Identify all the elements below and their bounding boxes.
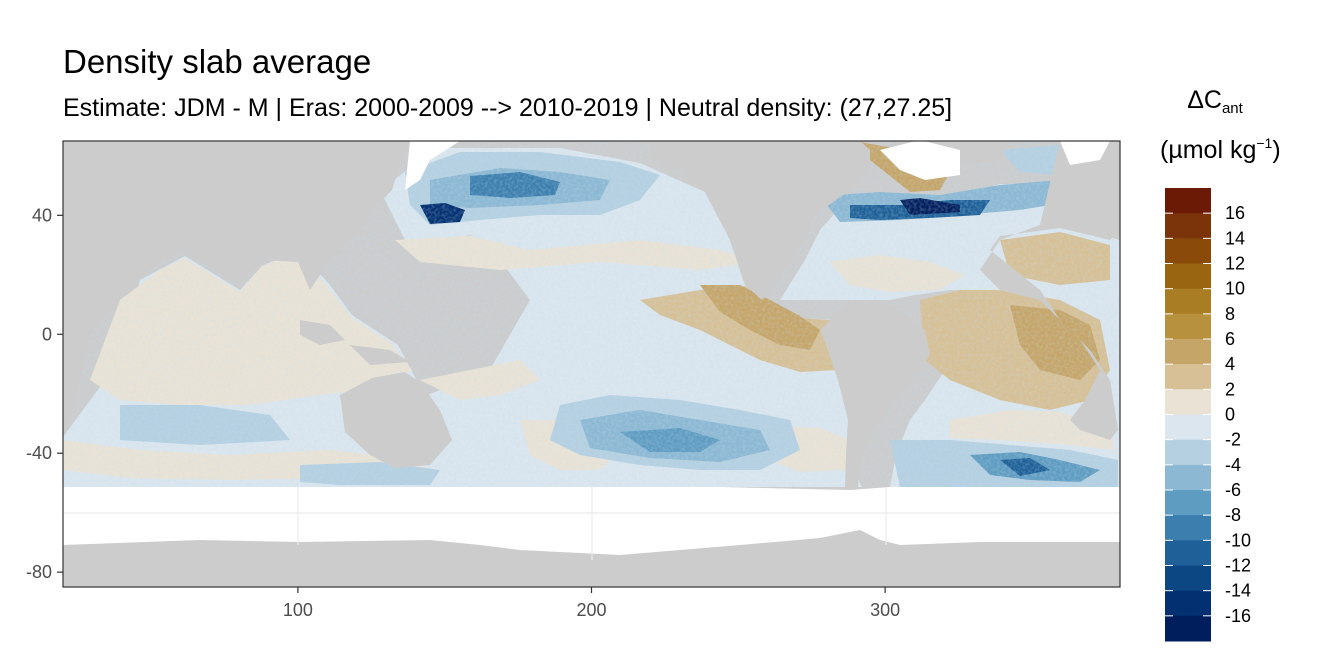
x-tick-label: 200 bbox=[576, 600, 606, 620]
legend-color-swatch bbox=[1165, 464, 1211, 491]
chart-subtitle: Estimate: JDM - M | Eras: 2000-2009 --> … bbox=[63, 94, 953, 122]
legend-label: -16 bbox=[1225, 606, 1251, 626]
legend-color-swatch bbox=[1165, 389, 1211, 415]
x-tick-label: 300 bbox=[870, 600, 900, 620]
legend-colorbar: 16 14 12 10 8 6 4 2 0 -2 -4 -6 -8 -10 -12 -14 -16 bbox=[1165, 188, 1251, 642]
y-axis: 40 0 -40 -80 bbox=[26, 205, 63, 582]
legend-color-swatch bbox=[1165, 565, 1211, 592]
legend-color-swatch bbox=[1165, 515, 1211, 541]
legend-color-swatch bbox=[1165, 364, 1211, 390]
legend-color-swatch bbox=[1165, 188, 1211, 214]
gridlines bbox=[63, 487, 1120, 560]
legend-label: 0 bbox=[1225, 405, 1235, 425]
legend-label: -10 bbox=[1225, 530, 1251, 550]
legend-label: 6 bbox=[1225, 329, 1235, 349]
legend-color-swatch bbox=[1165, 288, 1211, 315]
legend-label: 8 bbox=[1225, 304, 1235, 324]
legend-color-swatch bbox=[1165, 339, 1211, 365]
y-tick-label: -40 bbox=[26, 443, 52, 463]
legend-color-swatch bbox=[1165, 590, 1211, 617]
y-tick-label: -80 bbox=[26, 562, 52, 582]
legend-label: 10 bbox=[1225, 279, 1245, 299]
legend-color-swatch bbox=[1165, 263, 1211, 290]
legend-label: -4 bbox=[1225, 455, 1241, 475]
y-tick-label: 0 bbox=[42, 324, 52, 344]
legend-label: 14 bbox=[1225, 228, 1245, 248]
legend-label: -6 bbox=[1225, 480, 1241, 500]
legend-label: -8 bbox=[1225, 505, 1241, 525]
legend-color-swatch bbox=[1165, 414, 1211, 441]
legend-label: -2 bbox=[1225, 430, 1241, 450]
legend-label: -14 bbox=[1225, 581, 1251, 601]
legend-color-swatch bbox=[1165, 238, 1211, 264]
chart-title: Density slab average bbox=[63, 43, 372, 80]
land-masses bbox=[63, 141, 1120, 587]
x-tick-label: 100 bbox=[283, 600, 313, 620]
legend-color-swatch bbox=[1165, 615, 1211, 642]
legend-color-swatch bbox=[1165, 490, 1211, 516]
legend-label: 2 bbox=[1225, 379, 1235, 399]
legend-color-swatch bbox=[1165, 313, 1211, 340]
legend-label: 12 bbox=[1225, 254, 1245, 274]
legend-label: 4 bbox=[1225, 354, 1235, 374]
legend-color-swatch bbox=[1165, 439, 1211, 466]
legend-title-unit: (µmol kg−1) bbox=[1160, 135, 1281, 164]
legend-title-symbol: ΔCant bbox=[1187, 86, 1243, 117]
y-tick-label: 40 bbox=[32, 205, 52, 225]
legend-color-swatch bbox=[1165, 540, 1211, 566]
legend-label: -12 bbox=[1225, 556, 1251, 576]
legend-label: 16 bbox=[1225, 203, 1245, 223]
legend-color-swatch bbox=[1165, 213, 1211, 239]
x-axis: 100 200 300 bbox=[283, 587, 900, 620]
